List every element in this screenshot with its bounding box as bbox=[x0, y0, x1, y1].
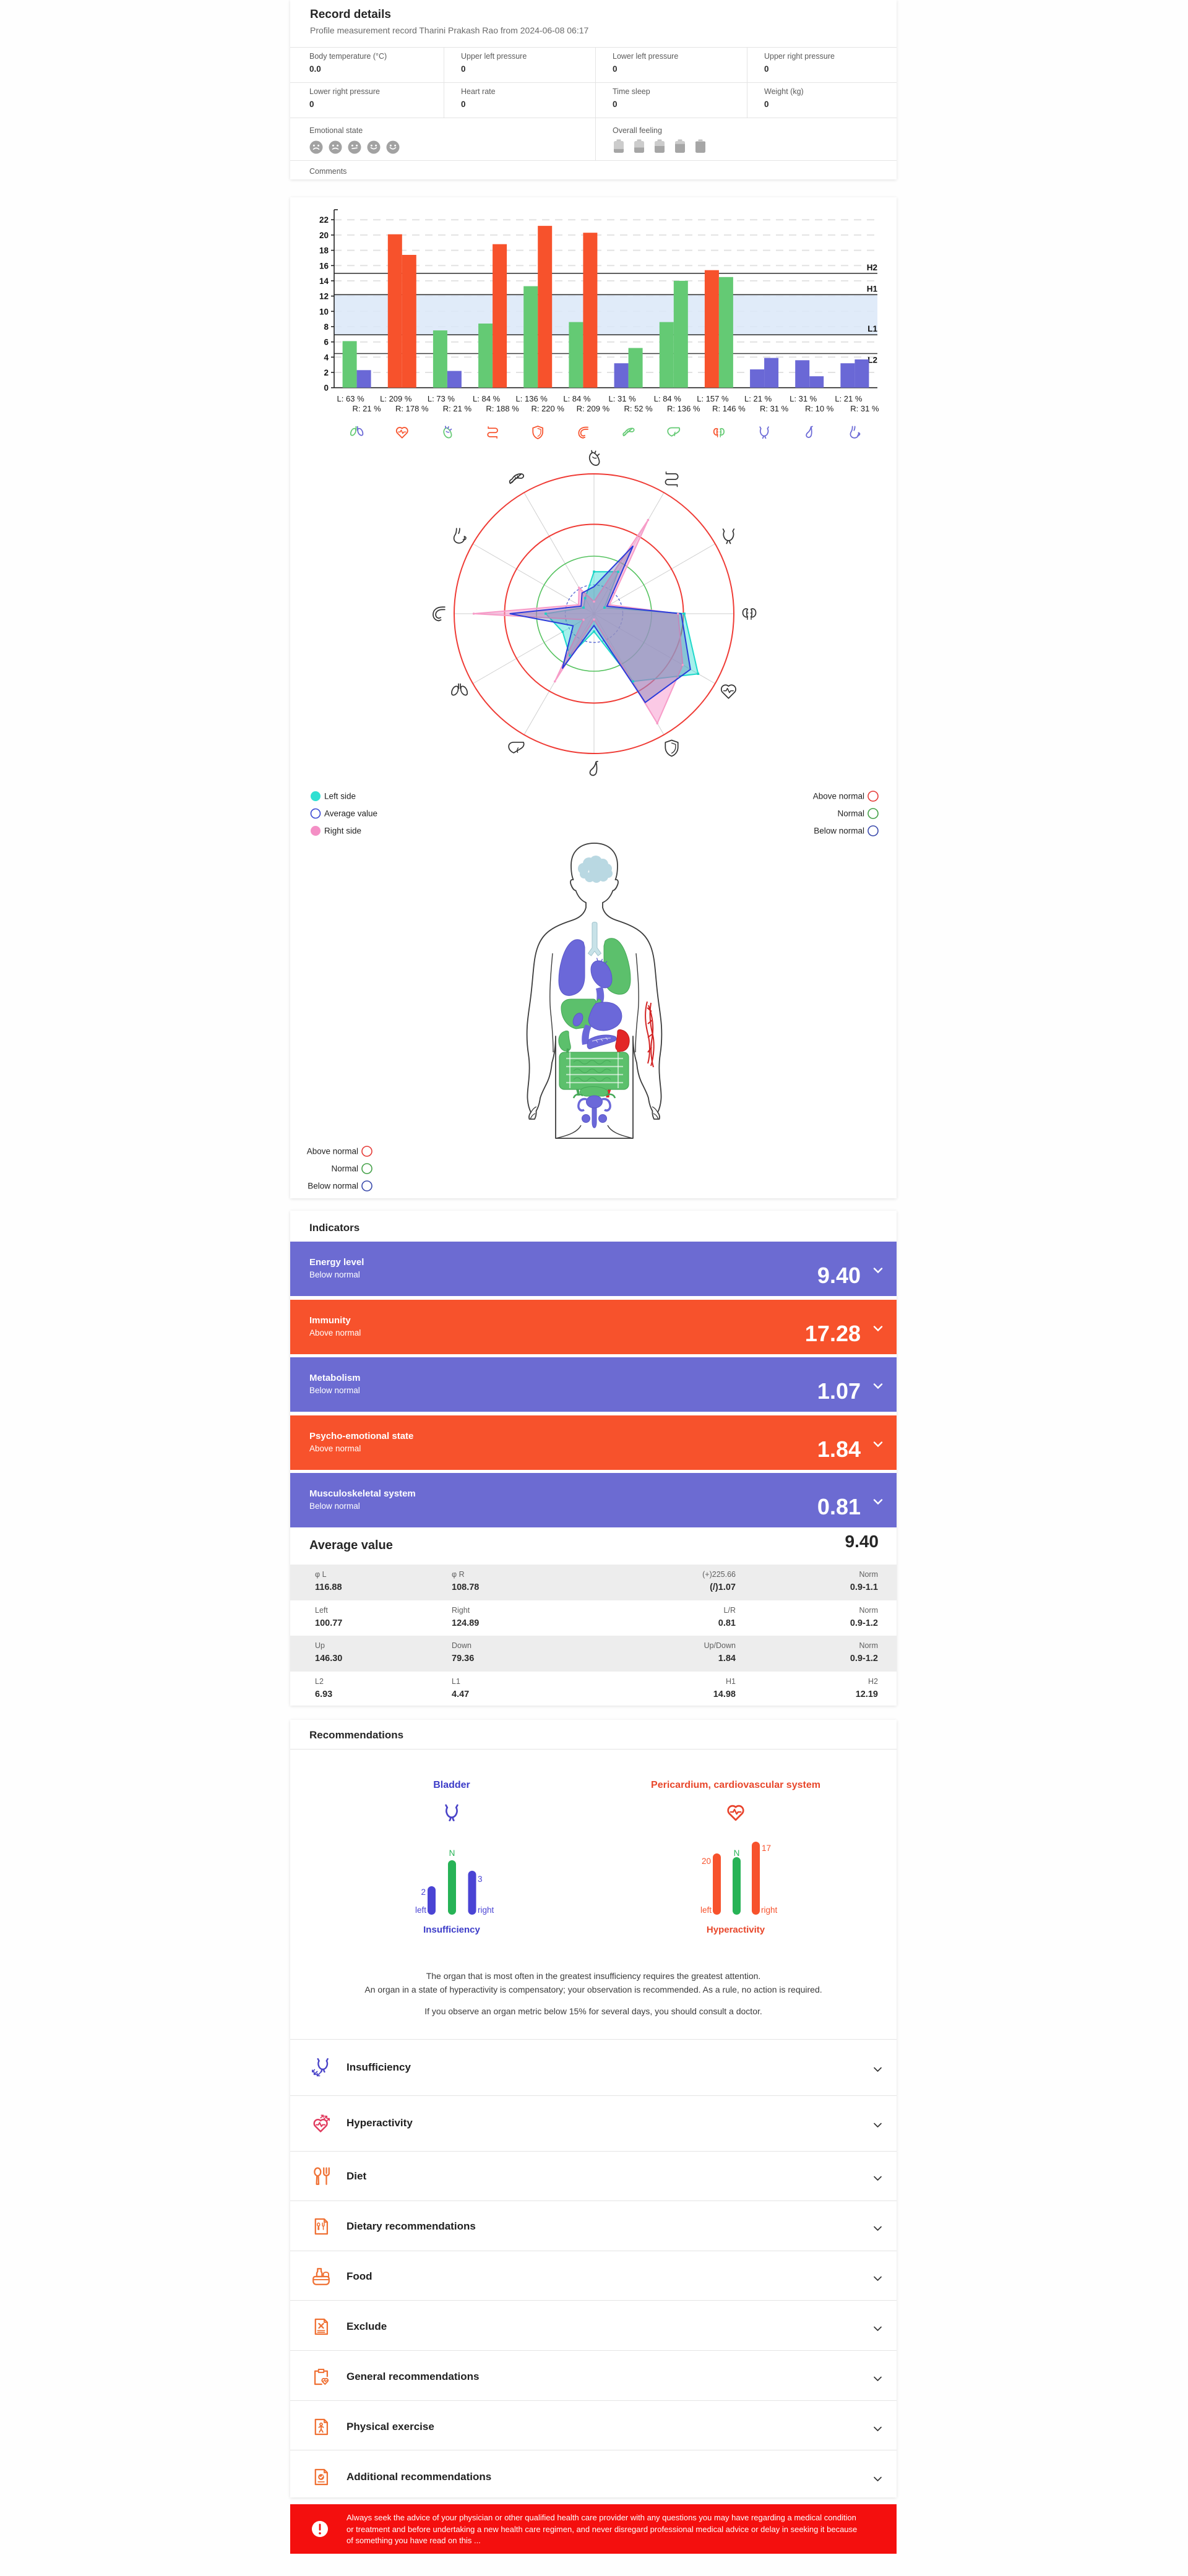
svg-text:Left side: Left side bbox=[324, 792, 356, 801]
svg-text:Below normal: Below normal bbox=[814, 826, 864, 836]
svg-text:R: 31 %: R: 31 % bbox=[760, 404, 789, 413]
svg-text:14: 14 bbox=[319, 277, 329, 286]
svg-text:20: 20 bbox=[319, 231, 329, 240]
svg-text:Above normal: Above normal bbox=[813, 792, 864, 801]
svg-text:2: 2 bbox=[324, 368, 329, 377]
svg-text:3: 3 bbox=[478, 1874, 483, 1884]
svg-text:R: 188 %: R: 188 % bbox=[486, 404, 519, 413]
svg-text:4: 4 bbox=[324, 353, 329, 362]
svg-text:R: 136 %: R: 136 % bbox=[667, 404, 700, 413]
svg-text:20: 20 bbox=[702, 1857, 711, 1866]
svg-text:Below normal: Below normal bbox=[308, 1182, 358, 1191]
svg-text:22: 22 bbox=[319, 215, 329, 225]
svg-text:L: 21 %: L: 21 % bbox=[835, 394, 863, 403]
svg-text:R: 10 %: R: 10 % bbox=[805, 404, 834, 413]
svg-text:R: 220 %: R: 220 % bbox=[531, 404, 564, 413]
svg-text:H2: H2 bbox=[867, 263, 877, 272]
svg-text:H1: H1 bbox=[867, 284, 878, 293]
svg-text:L: 73 %: L: 73 % bbox=[428, 394, 455, 403]
svg-text:18: 18 bbox=[319, 246, 329, 255]
svg-text:R: 146 %: R: 146 % bbox=[712, 404, 746, 413]
svg-text:6: 6 bbox=[324, 338, 329, 347]
svg-text:R: 178 %: R: 178 % bbox=[395, 404, 429, 413]
svg-text:R: 31 %: R: 31 % bbox=[850, 404, 879, 413]
svg-text:16: 16 bbox=[319, 261, 329, 270]
svg-text:12: 12 bbox=[319, 292, 329, 301]
svg-text:right: right bbox=[478, 1905, 494, 1915]
svg-text:Average value: Average value bbox=[324, 809, 377, 818]
svg-text:L: 209 %: L: 209 % bbox=[380, 394, 412, 403]
svg-text:Normal: Normal bbox=[837, 809, 864, 818]
svg-text:R: 21 %: R: 21 % bbox=[352, 404, 381, 413]
svg-text:L: 136 %: L: 136 % bbox=[516, 394, 548, 403]
svg-text:10: 10 bbox=[319, 307, 329, 316]
svg-text:Right side: Right side bbox=[324, 826, 361, 836]
svg-text:left: left bbox=[415, 1905, 426, 1915]
svg-text:L: 21 %: L: 21 % bbox=[744, 394, 772, 403]
svg-text:R: 21 %: R: 21 % bbox=[443, 404, 472, 413]
svg-text:L: 31 %: L: 31 % bbox=[609, 394, 637, 403]
svg-text:L: 157 %: L: 157 % bbox=[697, 394, 729, 403]
svg-text:L2: L2 bbox=[867, 356, 877, 365]
svg-text:17: 17 bbox=[762, 1844, 771, 1853]
svg-text:L: 84 %: L: 84 % bbox=[654, 394, 682, 403]
svg-text:0: 0 bbox=[324, 384, 329, 393]
svg-text:L: 84 %: L: 84 % bbox=[473, 394, 501, 403]
svg-text:L1: L1 bbox=[867, 324, 877, 333]
svg-text:Above normal: Above normal bbox=[307, 1147, 358, 1156]
svg-text:N: N bbox=[449, 1848, 455, 1858]
svg-text:R: 209 %: R: 209 % bbox=[577, 404, 610, 413]
svg-text:right: right bbox=[761, 1905, 778, 1915]
svg-text:2: 2 bbox=[421, 1887, 426, 1897]
svg-text:Normal: Normal bbox=[331, 1164, 358, 1174]
svg-text:L: 84 %: L: 84 % bbox=[563, 394, 591, 403]
svg-text:8: 8 bbox=[324, 322, 329, 332]
svg-text:N: N bbox=[734, 1848, 740, 1858]
svg-text:left: left bbox=[700, 1905, 712, 1915]
svg-text:R: 52 %: R: 52 % bbox=[624, 404, 653, 413]
svg-text:L: 63 %: L: 63 % bbox=[337, 394, 365, 403]
svg-text:L: 31 %: L: 31 % bbox=[790, 394, 817, 403]
